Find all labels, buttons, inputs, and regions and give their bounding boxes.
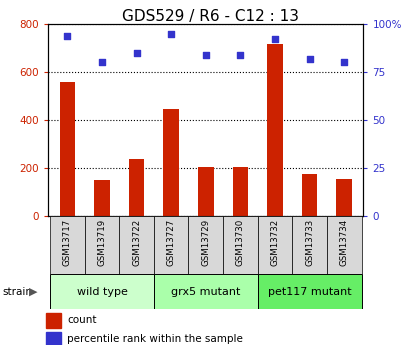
Text: GSM13733: GSM13733 [305, 218, 314, 266]
Bar [302, 174, 318, 216]
Bar [258, 274, 362, 309]
Bar [46, 313, 61, 328]
Point [272, 37, 278, 42]
Bar [46, 332, 61, 345]
Text: grx5 mutant: grx5 mutant [171, 287, 241, 296]
Bar [129, 159, 144, 216]
Point [99, 60, 105, 65]
Bar [119, 216, 154, 274]
Text: GSM13719: GSM13719 [97, 218, 106, 266]
Text: GSM13727: GSM13727 [167, 218, 176, 266]
Point [341, 60, 348, 65]
Text: pet117 mutant: pet117 mutant [268, 287, 352, 296]
Bar [327, 216, 362, 274]
Text: GSM13717: GSM13717 [63, 218, 72, 266]
Bar [94, 180, 110, 216]
Bar [163, 109, 179, 216]
Bar [292, 216, 327, 274]
Bar [85, 216, 119, 274]
Point [306, 56, 313, 61]
Bar [154, 216, 189, 274]
Point [237, 52, 244, 58]
Bar [60, 81, 75, 216]
Text: GDS529 / R6 - C12 : 13: GDS529 / R6 - C12 : 13 [121, 9, 299, 23]
Bar [198, 167, 214, 216]
Bar [336, 178, 352, 216]
Bar [223, 216, 258, 274]
Text: GSM13722: GSM13722 [132, 218, 141, 266]
Bar [50, 274, 154, 309]
Point [202, 52, 209, 58]
Text: GSM13730: GSM13730 [236, 218, 245, 266]
Bar [258, 216, 292, 274]
Point [133, 50, 140, 56]
Text: GSM13729: GSM13729 [201, 218, 210, 266]
Text: percentile rank within the sample: percentile rank within the sample [67, 334, 243, 344]
Bar [233, 167, 248, 216]
Bar [267, 45, 283, 216]
Text: strain: strain [2, 287, 32, 296]
Bar [50, 216, 85, 274]
Text: ▶: ▶ [29, 287, 37, 296]
Text: GSM13734: GSM13734 [340, 218, 349, 266]
Text: GSM13732: GSM13732 [270, 218, 280, 266]
Point [168, 31, 175, 37]
Bar [189, 216, 223, 274]
Point [64, 33, 71, 38]
Text: count: count [67, 315, 97, 325]
Text: wild type: wild type [76, 287, 127, 296]
Bar [154, 274, 258, 309]
